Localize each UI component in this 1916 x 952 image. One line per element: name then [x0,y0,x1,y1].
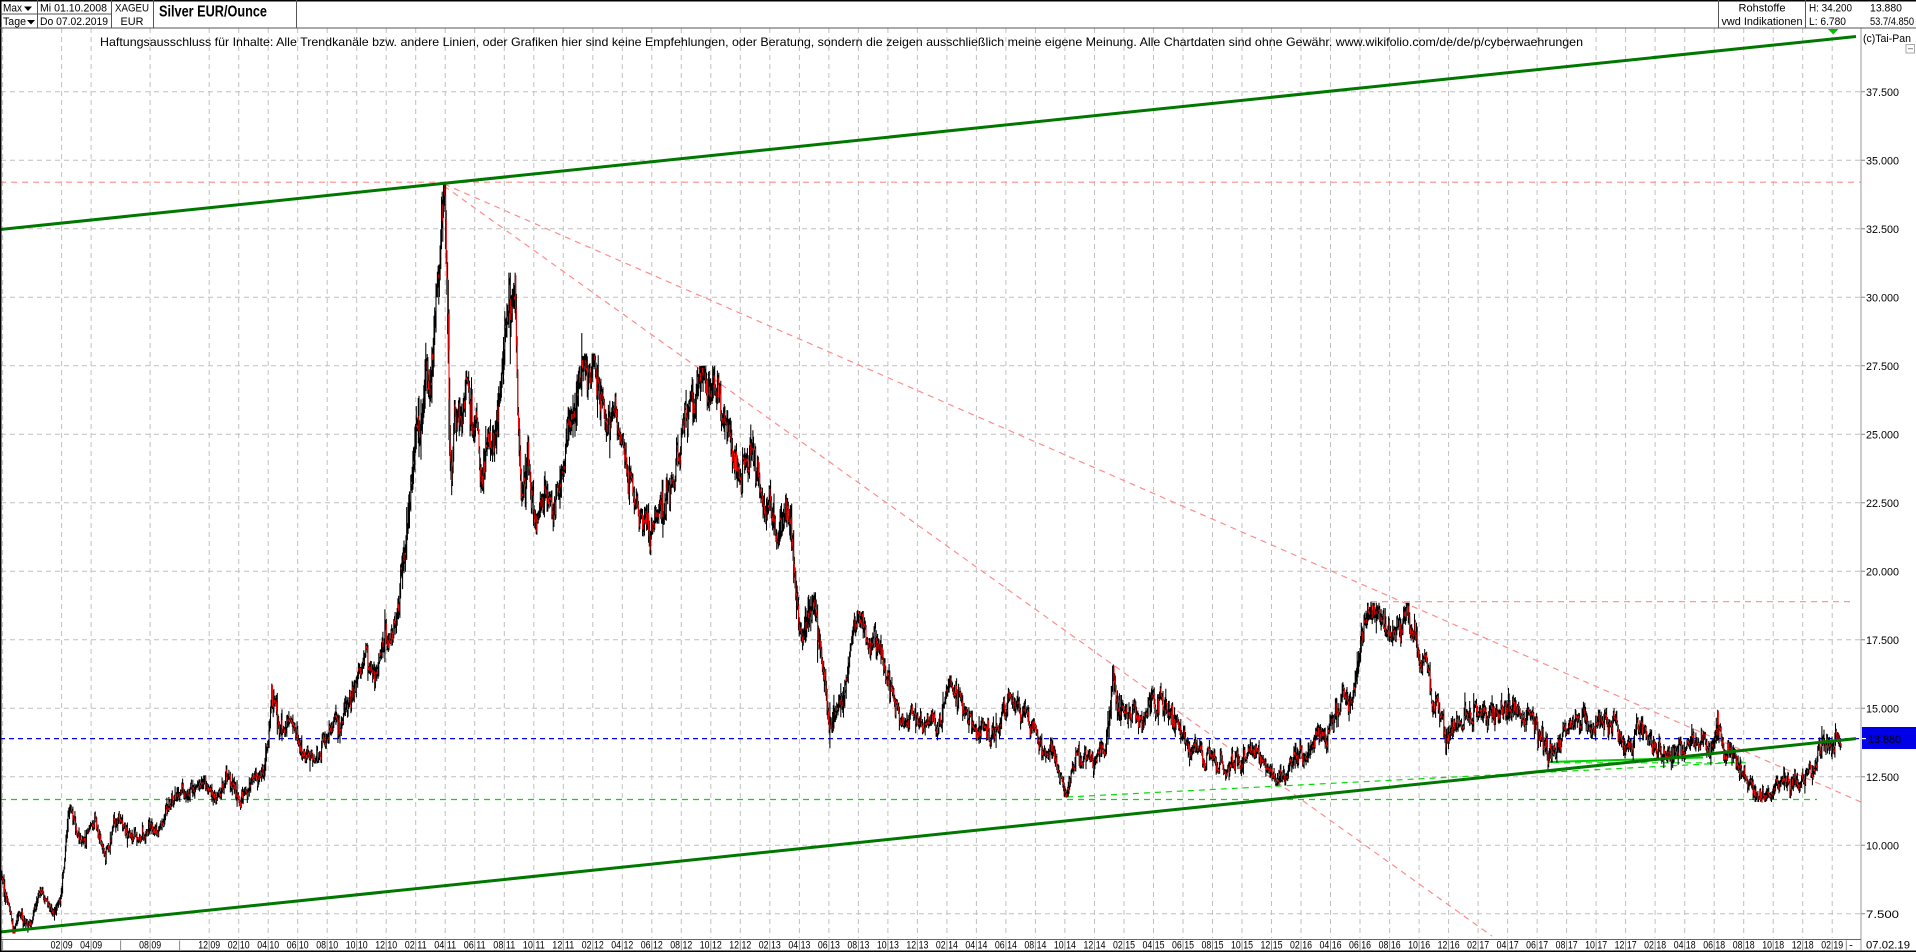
svg-text:12 09: 12 09 [198,940,220,952]
svg-text:02 11: 02 11 [405,940,427,952]
svg-text:13.880: 13.880 [1868,734,1901,746]
svg-text:25.000: 25.000 [1866,429,1899,441]
svg-text:08 18: 08 18 [1733,940,1755,952]
svg-text:06 12: 06 12 [641,940,663,952]
svg-text:15.000: 15.000 [1866,703,1899,715]
svg-text:22.500: 22.500 [1866,498,1899,510]
svg-text:02 13: 02 13 [759,940,781,952]
svg-text:02 16: 02 16 [1290,940,1312,952]
svg-text:32.500: 32.500 [1866,224,1899,236]
svg-text:04 11: 04 11 [434,940,456,952]
svg-text:10.000: 10.000 [1866,840,1899,852]
svg-text:12 13: 12 13 [906,940,928,952]
svg-text:10 10: 10 10 [346,940,368,952]
svg-text:10 13: 10 13 [877,940,899,952]
svg-text:10 17: 10 17 [1585,940,1607,952]
svg-text:Tage: Tage [3,16,26,28]
svg-text:10 15: 10 15 [1231,940,1253,952]
svg-text:04 13: 04 13 [788,940,810,952]
svg-text:02 10: 02 10 [228,940,250,952]
svg-text:08 14: 08 14 [1024,940,1046,952]
svg-text:02 14: 02 14 [936,940,958,952]
svg-text:06 13: 06 13 [818,940,840,952]
svg-text:07.02.19: 07.02.19 [1866,940,1910,952]
svg-text:Silver EUR/Ounce: Silver EUR/Ounce [159,4,267,21]
svg-text:02 18: 02 18 [1644,940,1666,952]
svg-text:04 18: 04 18 [1674,940,1696,952]
svg-text:(c)Tai-Pan: (c)Tai-Pan [1863,33,1911,45]
svg-text:vwd Indikationen: vwd Indikationen [1722,16,1803,28]
svg-text:13.880: 13.880 [1870,3,1902,15]
svg-text:06 15: 06 15 [1172,940,1194,952]
svg-text:EUR: EUR [121,16,144,28]
svg-text:06 10: 06 10 [287,940,309,952]
svg-text:04 16: 04 16 [1320,940,1342,952]
svg-text:Do 07.02.2019: Do 07.02.2019 [40,16,108,28]
svg-text:04 09: 04 09 [80,940,102,952]
svg-text:H: 34.200: H: 34.200 [1809,3,1852,15]
svg-text:04 17: 04 17 [1497,940,1519,952]
svg-text:12 11: 12 11 [552,940,574,952]
svg-text:17.500: 17.500 [1866,635,1899,647]
svg-text:08 09: 08 09 [139,940,161,952]
svg-text:12 15: 12 15 [1261,940,1283,952]
svg-text:10 11: 10 11 [523,940,545,952]
svg-text:08 16: 08 16 [1379,940,1401,952]
svg-text:08 17: 08 17 [1556,940,1578,952]
svg-text:10 12: 10 12 [700,940,722,952]
svg-text:Mi 01.10.2008: Mi 01.10.2008 [40,3,107,15]
svg-text:7.500: 7.500 [1866,909,1899,921]
svg-text:04 10: 04 10 [257,940,279,952]
svg-text:08 11: 08 11 [493,940,515,952]
svg-text:04 15: 04 15 [1143,940,1165,952]
svg-text:12 12: 12 12 [729,940,751,952]
svg-text:35.000: 35.000 [1866,155,1899,167]
svg-text:06 16: 06 16 [1349,940,1371,952]
svg-text:Max: Max [3,3,22,15]
svg-text:20.000: 20.000 [1866,566,1899,578]
svg-text:37.500: 37.500 [1866,87,1899,99]
svg-text:XAGEU: XAGEU [115,3,149,15]
svg-text:Rohstoffe: Rohstoffe [1739,3,1786,15]
svg-text:53.7/4.850: 53.7/4.850 [1870,16,1914,28]
svg-text:-: - [1849,940,1853,952]
svg-text:08 15: 08 15 [1202,940,1224,952]
svg-text:02 09: 02 09 [51,940,73,952]
svg-text:02 19: 02 19 [1821,940,1843,952]
svg-text:L: 6.780: L: 6.780 [1809,16,1846,28]
svg-text:27.500: 27.500 [1866,361,1899,373]
svg-text:06 17: 06 17 [1526,940,1548,952]
svg-text:12 17: 12 17 [1615,940,1637,952]
svg-text:12 10: 12 10 [375,940,397,952]
svg-text:08 12: 08 12 [670,940,692,952]
svg-text:10 16: 10 16 [1408,940,1430,952]
svg-text:12 14: 12 14 [1084,940,1106,952]
svg-text:30.000: 30.000 [1866,292,1899,304]
svg-text:04 14: 04 14 [965,940,987,952]
svg-text:06 11: 06 11 [464,940,486,952]
svg-text:08 13: 08 13 [847,940,869,952]
svg-text:08 10: 08 10 [316,940,338,952]
svg-text:12 16: 12 16 [1438,940,1460,952]
svg-text:04 12: 04 12 [611,940,633,952]
svg-text:02 12: 02 12 [582,940,604,952]
svg-text:12 18: 12 18 [1792,940,1814,952]
svg-text:10 14: 10 14 [1054,940,1076,952]
svg-text:06 18: 06 18 [1703,940,1725,952]
svg-text:02 15: 02 15 [1113,940,1135,952]
svg-text:12.500: 12.500 [1866,772,1899,784]
svg-text:02 17: 02 17 [1467,940,1489,952]
svg-text:06 14: 06 14 [995,940,1017,952]
svg-text:Haftungsausschluss für Inhalte: Haftungsausschluss für Inhalte: Alle Tre… [100,35,1583,49]
svg-text:10 18: 10 18 [1762,940,1784,952]
